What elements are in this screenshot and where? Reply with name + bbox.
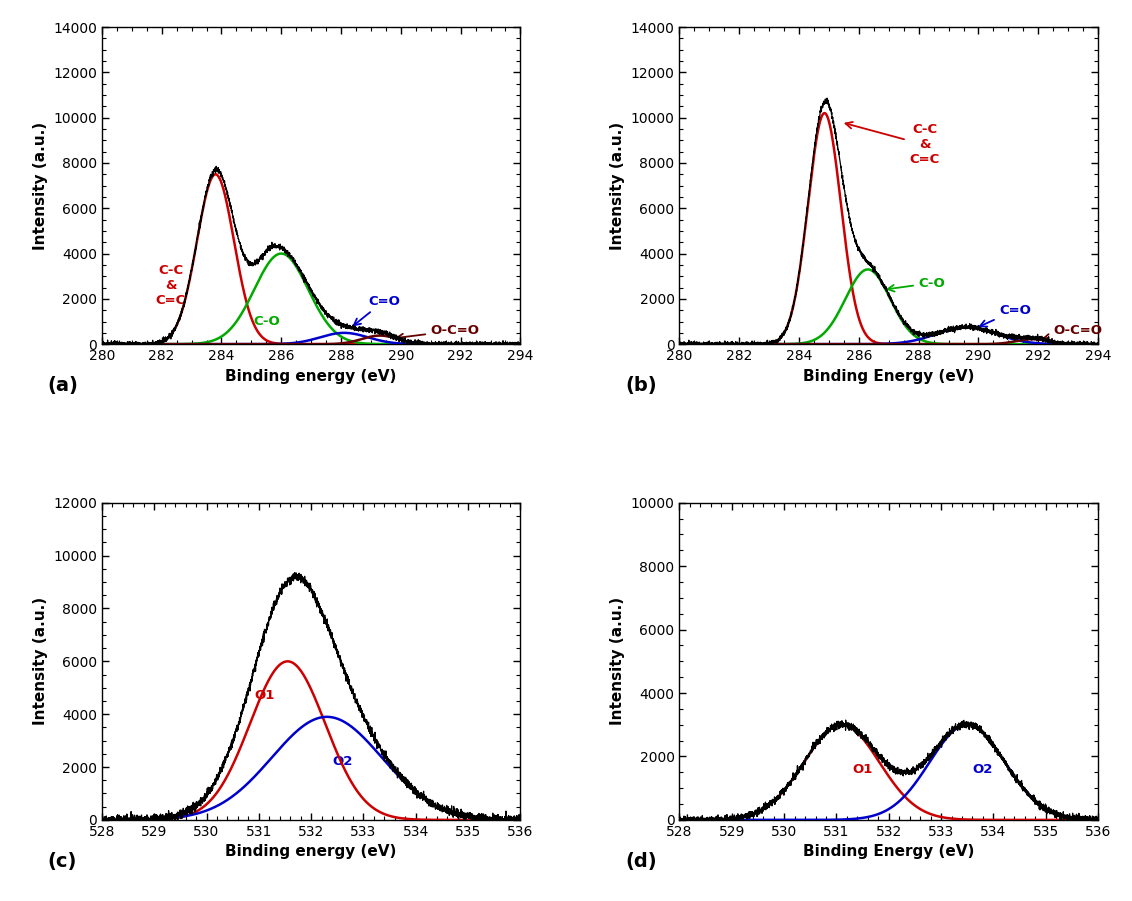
Text: O2: O2 bbox=[972, 762, 993, 776]
Text: (c): (c) bbox=[48, 851, 77, 870]
Text: C=O: C=O bbox=[354, 295, 400, 325]
Text: O-C=O: O-C=O bbox=[1043, 324, 1103, 341]
Text: (a): (a) bbox=[48, 376, 78, 395]
Text: C=O: C=O bbox=[980, 304, 1031, 326]
Text: O2: O2 bbox=[333, 755, 353, 769]
Text: O-C=O: O-C=O bbox=[396, 324, 480, 341]
Y-axis label: Intensity (a.u.): Intensity (a.u.) bbox=[33, 597, 48, 725]
Text: (d): (d) bbox=[625, 851, 657, 870]
Y-axis label: Intensity (a.u.): Intensity (a.u.) bbox=[610, 122, 625, 250]
Text: O1: O1 bbox=[852, 762, 873, 776]
Y-axis label: Intensity (a.u.): Intensity (a.u.) bbox=[610, 597, 625, 725]
Text: C-C
&
C=C: C-C & C=C bbox=[155, 264, 186, 306]
X-axis label: Binding Energy (eV): Binding Energy (eV) bbox=[803, 844, 975, 860]
X-axis label: Binding Energy (eV): Binding Energy (eV) bbox=[803, 369, 975, 384]
Text: C-C
&
C=C: C-C & C=C bbox=[846, 122, 940, 167]
Y-axis label: Intensity (a.u.): Intensity (a.u.) bbox=[33, 122, 48, 250]
X-axis label: Binding energy (eV): Binding energy (eV) bbox=[225, 844, 397, 860]
Text: (b): (b) bbox=[625, 376, 657, 395]
Text: O1: O1 bbox=[254, 689, 274, 702]
X-axis label: Binding energy (eV): Binding energy (eV) bbox=[225, 369, 397, 384]
Text: C-O: C-O bbox=[252, 315, 280, 328]
Text: C-O: C-O bbox=[887, 277, 945, 292]
